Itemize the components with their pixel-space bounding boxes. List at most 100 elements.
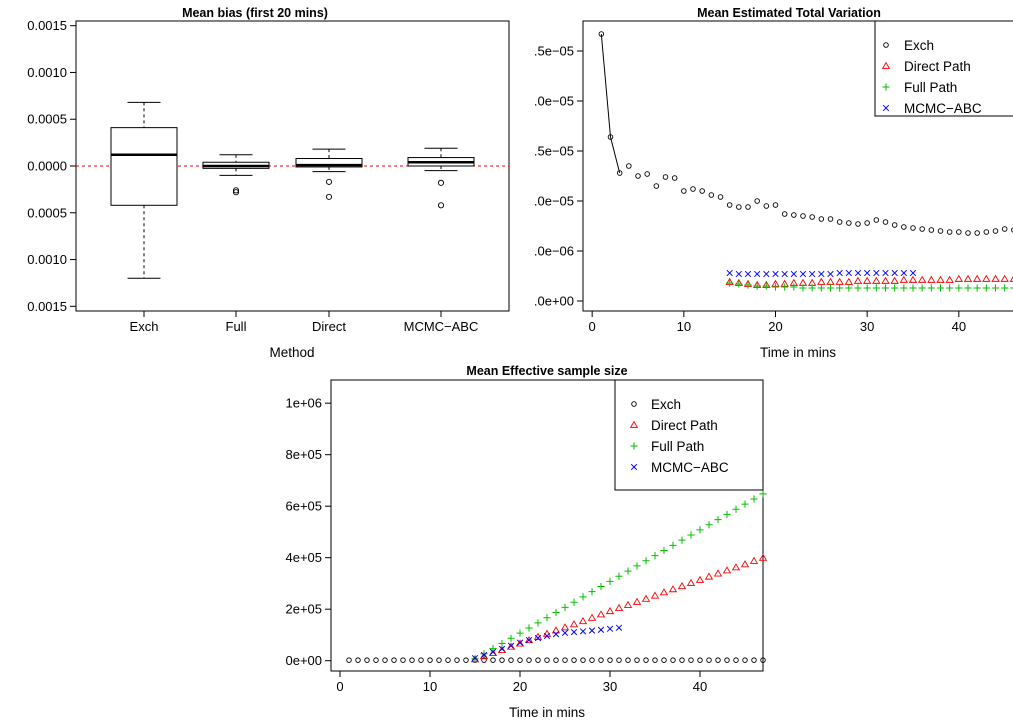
outlier-point (232, 189, 240, 196)
data-point-shape (983, 229, 990, 235)
data-point (882, 219, 889, 225)
data-point-shape (507, 634, 515, 642)
data-point (436, 657, 442, 663)
x-axis-label: Time in mins (760, 345, 836, 360)
data-point-shape (598, 31, 605, 37)
data-point (1010, 287, 1013, 289)
series-direct-path (470, 553, 768, 663)
data-point (1001, 284, 1009, 292)
data-point (644, 171, 650, 177)
data-point (427, 657, 433, 663)
data-point (507, 634, 515, 642)
data-point-shape (681, 188, 687, 194)
data-point (515, 639, 525, 647)
legend-label: Full Path (904, 80, 957, 95)
data-point-shape (855, 221, 861, 227)
y-tick-label: .0e+00 (534, 294, 574, 309)
y-tick-label: 8e+05 (285, 447, 322, 462)
legend-label: Full Path (651, 439, 704, 454)
data-point-shape (553, 657, 559, 663)
outlier-point (437, 179, 445, 186)
data-point (1011, 227, 1013, 233)
data-point-shape (799, 284, 807, 292)
x-tick-label: 10 (677, 319, 691, 334)
data-point (723, 510, 731, 519)
data-point-shape (946, 229, 953, 235)
y-tick-label: 0.0000 (27, 159, 67, 174)
data-point (553, 657, 559, 663)
chart-title: Mean bias (first 20 mins) (182, 6, 328, 20)
data-point (956, 229, 962, 235)
data-point-shape (772, 202, 779, 208)
data-point (418, 657, 424, 663)
bias-boxplot-panel: Mean bias (first 20 mins) 0.00150.00100.… (27, 6, 510, 360)
data-point-shape (579, 628, 587, 635)
data-point-shape (864, 220, 870, 226)
x-tick-label: 30 (603, 679, 617, 694)
data-point (1001, 226, 1008, 232)
data-point (597, 582, 605, 591)
data-point-shape (872, 276, 881, 284)
data-point-shape (713, 569, 723, 577)
data-point (733, 657, 739, 663)
data-point (864, 220, 870, 226)
data-point-shape (760, 657, 766, 663)
data-point (697, 657, 703, 663)
x-axis-label: Method (269, 345, 314, 360)
data-point (498, 639, 506, 648)
data-point-shape (642, 557, 650, 565)
data-point-shape (427, 657, 433, 663)
iqr-box (295, 158, 363, 168)
boxes (76, 101, 509, 279)
data-point-shape (781, 283, 789, 291)
data-point-shape (616, 170, 623, 176)
data-point-shape (490, 657, 496, 663)
data-point-shape (480, 650, 488, 658)
data-point-shape (745, 204, 751, 210)
data-point (588, 627, 596, 634)
data-point-shape (517, 657, 523, 663)
data-point-shape (827, 216, 834, 222)
data-point (596, 610, 606, 618)
data-point-shape (881, 284, 890, 292)
data-point-shape (605, 606, 615, 615)
plot-frame (582, 20, 1013, 312)
data-point-shape (826, 277, 835, 285)
data-point-shape (606, 577, 614, 585)
data-point (790, 270, 797, 278)
data-point-shape (954, 274, 964, 282)
legend-label: Exch (904, 38, 934, 53)
x-tick-label: 10 (423, 679, 437, 694)
data-point (713, 569, 723, 577)
data-point-shape (578, 617, 588, 625)
data-point-shape (697, 657, 703, 663)
data-point (498, 645, 506, 653)
data-point-shape (679, 657, 685, 663)
x-tick-label: 20 (768, 319, 782, 334)
y-tick-label: .5e−05 (534, 44, 574, 59)
data-point (927, 275, 936, 283)
data-point (488, 648, 498, 657)
data-point (890, 276, 899, 284)
data-point-shape (454, 657, 460, 663)
data-point-shape (661, 657, 667, 663)
data-point (571, 657, 577, 663)
data-point-shape (910, 225, 916, 231)
data-point-shape (479, 652, 489, 660)
data-point (891, 222, 898, 228)
legend-marker-shape (882, 104, 890, 112)
data-point-shape (643, 657, 649, 663)
data-point-shape (471, 654, 479, 662)
data-point (919, 226, 925, 232)
data-point (525, 636, 533, 644)
data-point (526, 657, 532, 663)
data-point-shape (364, 657, 370, 663)
data-point (659, 588, 669, 596)
data-point (845, 284, 853, 292)
data-point-shape (722, 566, 732, 574)
data-point-shape (587, 613, 597, 621)
data-point (516, 629, 524, 637)
data-point-shape (445, 657, 451, 663)
data-point (598, 657, 604, 663)
data-point (552, 608, 560, 617)
